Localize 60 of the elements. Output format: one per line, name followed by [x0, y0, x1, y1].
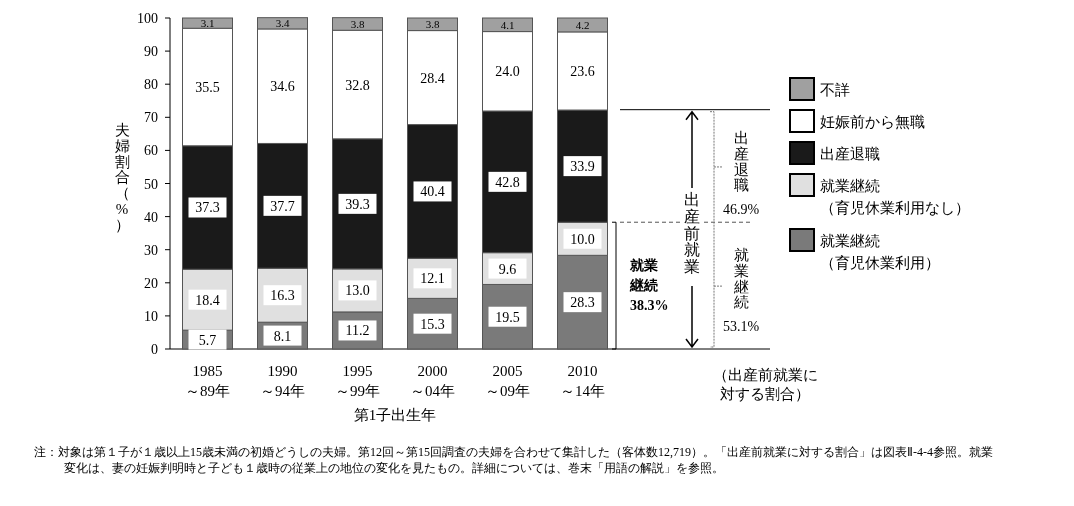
data-label: 42.8: [495, 174, 520, 190]
text: 出産前就業: [684, 191, 700, 276]
y-tick-label: 10: [144, 308, 158, 324]
data-label: 8.1: [273, 328, 292, 344]
data-label: 3.4: [275, 17, 290, 30]
data-label: 5.7: [198, 332, 217, 348]
data-label: 33.9: [570, 159, 595, 175]
data-label: 15.3: [420, 316, 445, 332]
legend-label: 就業継続（育児休業利用なし）: [820, 178, 970, 216]
y-tick-label: 0: [151, 342, 158, 357]
data-label: 9.6: [498, 261, 517, 277]
data-label: 16.3: [270, 288, 295, 304]
data-label: 13.0: [345, 283, 370, 299]
data-label: 28.3: [570, 295, 595, 311]
data-label: 4.2: [575, 18, 590, 31]
y-tick-label: 60: [144, 143, 158, 159]
text: （出産前就業に対する割合）: [712, 367, 818, 402]
data-label: 37.7: [270, 198, 295, 214]
data-label: 3.8: [350, 17, 365, 30]
y-tick-label: 80: [144, 77, 158, 93]
data-label: 12.1: [420, 271, 445, 287]
legend-label: 出産退職: [820, 146, 880, 162]
data-label: 28.4: [420, 70, 445, 86]
text: 出産退職 46.9%: [722, 130, 760, 217]
y-tick-label: 50: [144, 176, 158, 192]
data-label: 11.2: [345, 323, 370, 339]
data-label: 3.1: [200, 17, 215, 30]
data-label: 32.8: [345, 77, 370, 93]
y-tick-label: 30: [144, 242, 158, 258]
y-tick-label: 40: [144, 209, 158, 225]
data-label: 34.6: [270, 79, 295, 95]
data-label: 3.8: [425, 18, 440, 31]
data-label: 37.3: [195, 200, 220, 216]
data-label: 40.4: [420, 184, 445, 200]
x-tick-label: 1990 ～94年: [260, 363, 305, 399]
data-label: 4.1: [500, 18, 515, 31]
x-tick-label: 1995 ～99年: [335, 363, 380, 399]
legend-label: 不詳: [820, 82, 850, 98]
data-label: 23.6: [570, 63, 595, 79]
data-label: 39.3: [345, 196, 370, 212]
x-tick-label: 2000 ～04年: [410, 363, 455, 399]
x-tick-label: 1985 ～89年: [185, 363, 230, 399]
data-label: 18.4: [195, 292, 220, 308]
text: 就業継続 38.3%: [629, 258, 669, 313]
y-tick-label: 100: [137, 11, 158, 26]
text: 注：対象は第１子が１歳以上15歳未満の初婚どうしの夫婦。第12回～第15回調査の夫婦を合わせて集計した（客体数12,719）。「出産前就業に対する割合」は図表Ⅱ-4-4参照。就業変化は、妻の妊娠判明時と子ども１歳時の従業上の地位の変化を見たもの。詳細については、巻末「用語の解説」を参照。: [34, 444, 994, 476]
text: 妊娠前から無職: [820, 114, 925, 130]
x-tick-label: 2005 ～09年: [485, 363, 530, 399]
data-label: 19.5: [495, 309, 520, 325]
y-tick-label: 70: [144, 110, 158, 126]
data-label: 10.0: [570, 231, 595, 247]
data-label: 35.5: [195, 80, 220, 96]
legend-label: 就業継続（育児休業利用）: [820, 233, 940, 271]
y-axis-title: 夫婦割合（%）: [114, 122, 130, 233]
data-label: 24.0: [495, 64, 520, 80]
y-tick-label: 20: [144, 275, 158, 291]
x-axis-title: 第1子出生年: [353, 407, 437, 423]
text: 就業継続 53.1%: [722, 247, 760, 334]
y-tick-label: 90: [144, 44, 158, 60]
x-tick-label: 2010 ～14年: [560, 363, 605, 399]
